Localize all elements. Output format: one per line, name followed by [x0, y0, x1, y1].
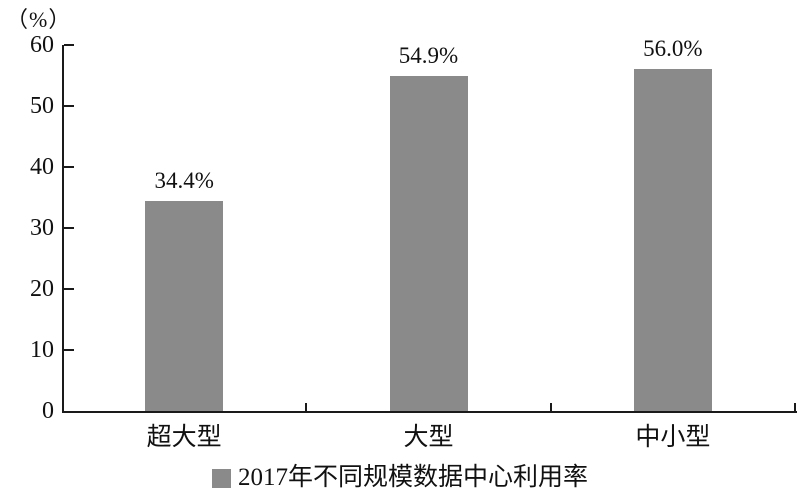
- bar: [389, 76, 468, 411]
- y-axis-line: [62, 45, 64, 413]
- x-category-label: 大型: [403, 424, 454, 451]
- bar-value-label: 54.9%: [398, 43, 459, 69]
- y-tick-label: 0: [42, 398, 54, 424]
- y-tick-label: 50: [30, 93, 54, 119]
- x-tick-mark: [549, 403, 552, 412]
- y-tick-label: 10: [30, 337, 54, 363]
- x-category-label: 中小型: [635, 424, 711, 451]
- bar: [633, 69, 712, 411]
- legend-label: 2017年不同规模数据中心利用率: [237, 464, 588, 491]
- y-tick-label: 40: [30, 154, 54, 180]
- y-tick-mark: [64, 349, 74, 351]
- y-tick-label: 30: [30, 215, 54, 241]
- y-tick-mark: [64, 166, 74, 168]
- y-tick-label: 60: [30, 32, 54, 58]
- x-axis-line: [62, 411, 797, 413]
- y-tick-mark: [64, 288, 74, 290]
- legend: 2017年不同规模数据中心利用率: [0, 464, 800, 492]
- y-axis-unit-label: （%）: [6, 7, 72, 32]
- bar: [145, 201, 224, 411]
- y-tick-label: 20: [30, 276, 54, 302]
- y-tick-mark: [64, 44, 74, 46]
- x-category-label: 超大型: [146, 424, 222, 451]
- x-tick-mark: [305, 403, 308, 412]
- legend-swatch: [211, 468, 231, 488]
- bar-value-label: 34.4%: [154, 168, 214, 194]
- y-tick-mark: [64, 105, 74, 107]
- x-tick-mark: [794, 403, 796, 412]
- bar-value-label: 56.0%: [643, 36, 703, 62]
- y-tick-mark: [64, 227, 74, 229]
